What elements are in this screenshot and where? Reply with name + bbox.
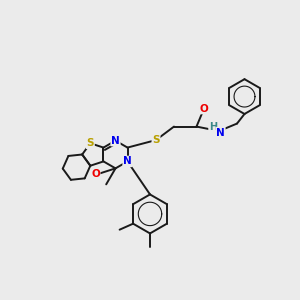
Text: S: S bbox=[87, 138, 94, 148]
Text: S: S bbox=[152, 135, 160, 145]
Text: N: N bbox=[123, 156, 132, 167]
Text: O: O bbox=[200, 103, 208, 114]
Text: O: O bbox=[91, 169, 100, 179]
Text: H: H bbox=[209, 122, 217, 132]
Text: N: N bbox=[111, 136, 120, 146]
Text: N: N bbox=[216, 128, 225, 138]
